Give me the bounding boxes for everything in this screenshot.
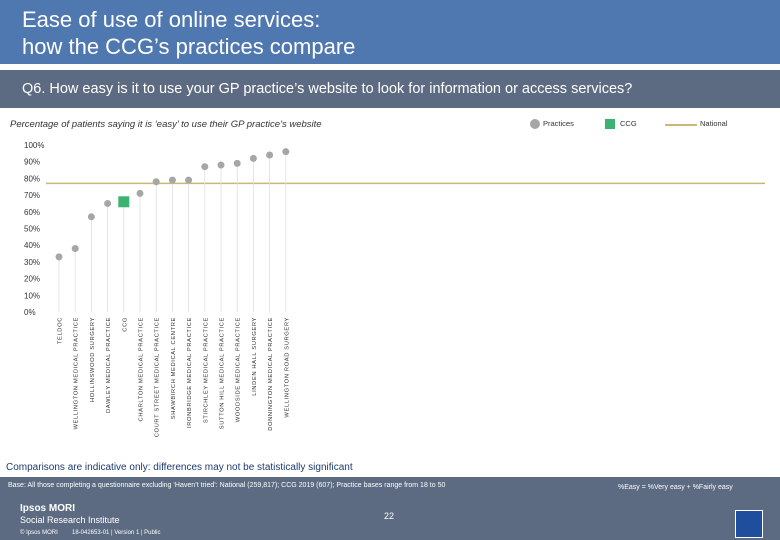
y-tick-label: 20% <box>24 275 40 284</box>
chart-area: 0% 10% 20% 30% 40% 50% 60% 70% 80% 90% 100% TELDOC W… <box>24 141 765 437</box>
category-label: CHARLTON MEDICAL PRACTICE <box>139 317 145 421</box>
page-title-line-2: how the CCG’s practices compare <box>22 34 356 59</box>
version-text: 18-042653-01 | Version 1 | Public <box>72 530 161 536</box>
category-label: SUTTON HILL MEDICAL PRACTICE <box>220 317 226 429</box>
legend-national-label: National <box>700 119 728 128</box>
practice-point <box>249 154 257 162</box>
category-label: WELLINGTON ROAD SURGERY <box>284 317 290 418</box>
y-tick-label: 40% <box>24 241 40 250</box>
legend-ccg-label: CCG <box>620 119 637 128</box>
page-number: 22 <box>384 511 395 521</box>
practice-point <box>266 151 274 159</box>
practice-point <box>233 159 241 167</box>
y-tick-label: 100% <box>24 141 44 150</box>
category-label: CCG <box>122 317 128 332</box>
significance-note: Comparisons are indicative only: differe… <box>6 462 353 473</box>
practice-point <box>87 213 95 221</box>
practice-point <box>55 253 63 261</box>
practice-point <box>71 245 79 253</box>
legend-ccg-marker <box>605 119 615 129</box>
y-tick-label: 50% <box>24 225 40 234</box>
practice-point <box>282 148 290 156</box>
category-label: WOODSIDE MEDICAL PRACTICE <box>236 317 242 422</box>
practice-point <box>104 199 112 207</box>
easy-definition: %Easy = %Very easy + %Fairly easy <box>618 484 733 491</box>
practice-point <box>201 163 209 171</box>
y-tick-label: 80% <box>24 174 40 183</box>
category-label: STIRCHLEY MEDICAL PRACTICE <box>203 317 209 423</box>
practice-point <box>136 189 144 197</box>
category-label: IRONBRIDGE MEDICAL PRACTICE <box>187 317 193 428</box>
category-label: HOLLINSWOOD SURGERY <box>90 317 96 402</box>
base-text: Base: All those completing a questionnai… <box>8 482 446 489</box>
practice-point <box>168 176 176 184</box>
ccg-marker <box>118 196 130 208</box>
y-tick-label: 60% <box>24 208 40 217</box>
y-tick-label: 0% <box>24 308 36 317</box>
category-label: WELLINGTON MEDICAL PRACTICE <box>74 317 80 430</box>
y-tick-label: 30% <box>24 258 40 267</box>
social-research-institute-text: Social Research Institute <box>20 515 120 525</box>
ipsos-mori-logo-text: Ipsos MORI <box>20 503 76 514</box>
category-label: DAWLEY MEDICAL PRACTICE <box>106 317 112 413</box>
footer-band <box>0 477 780 540</box>
category-label: LINDEN HALL SURGERY <box>252 317 258 396</box>
legend-practices-label: Practices <box>543 119 574 128</box>
legend-national-line <box>665 124 697 126</box>
practice-point <box>217 161 225 169</box>
page-title-line-1: Ease of use of online services: <box>22 7 321 32</box>
practice-point <box>185 176 193 184</box>
ipsos-logo-icon <box>735 510 763 538</box>
category-label: TELDOC <box>58 317 64 344</box>
y-tick-label: 10% <box>24 291 40 300</box>
chart-subtitle: Percentage of patients saying it is ‘eas… <box>10 119 322 130</box>
category-label: SHAWBIRCH MEDICAL CENTRE <box>171 317 177 419</box>
category-label: DONNINGTON MEDICAL PRACTICE <box>268 317 274 431</box>
title-band <box>0 0 780 64</box>
y-tick-label: 70% <box>24 191 40 200</box>
copyright-text: © Ipsos MORI <box>20 530 58 536</box>
question-text: Q6. How easy is it to use your GP practi… <box>22 81 633 97</box>
category-label: COURT STREET MEDICAL PRACTICE <box>155 317 161 437</box>
practice-point <box>152 178 160 186</box>
question-band <box>0 70 780 108</box>
y-tick-label: 90% <box>24 158 40 167</box>
legend-practices-marker <box>530 119 540 129</box>
